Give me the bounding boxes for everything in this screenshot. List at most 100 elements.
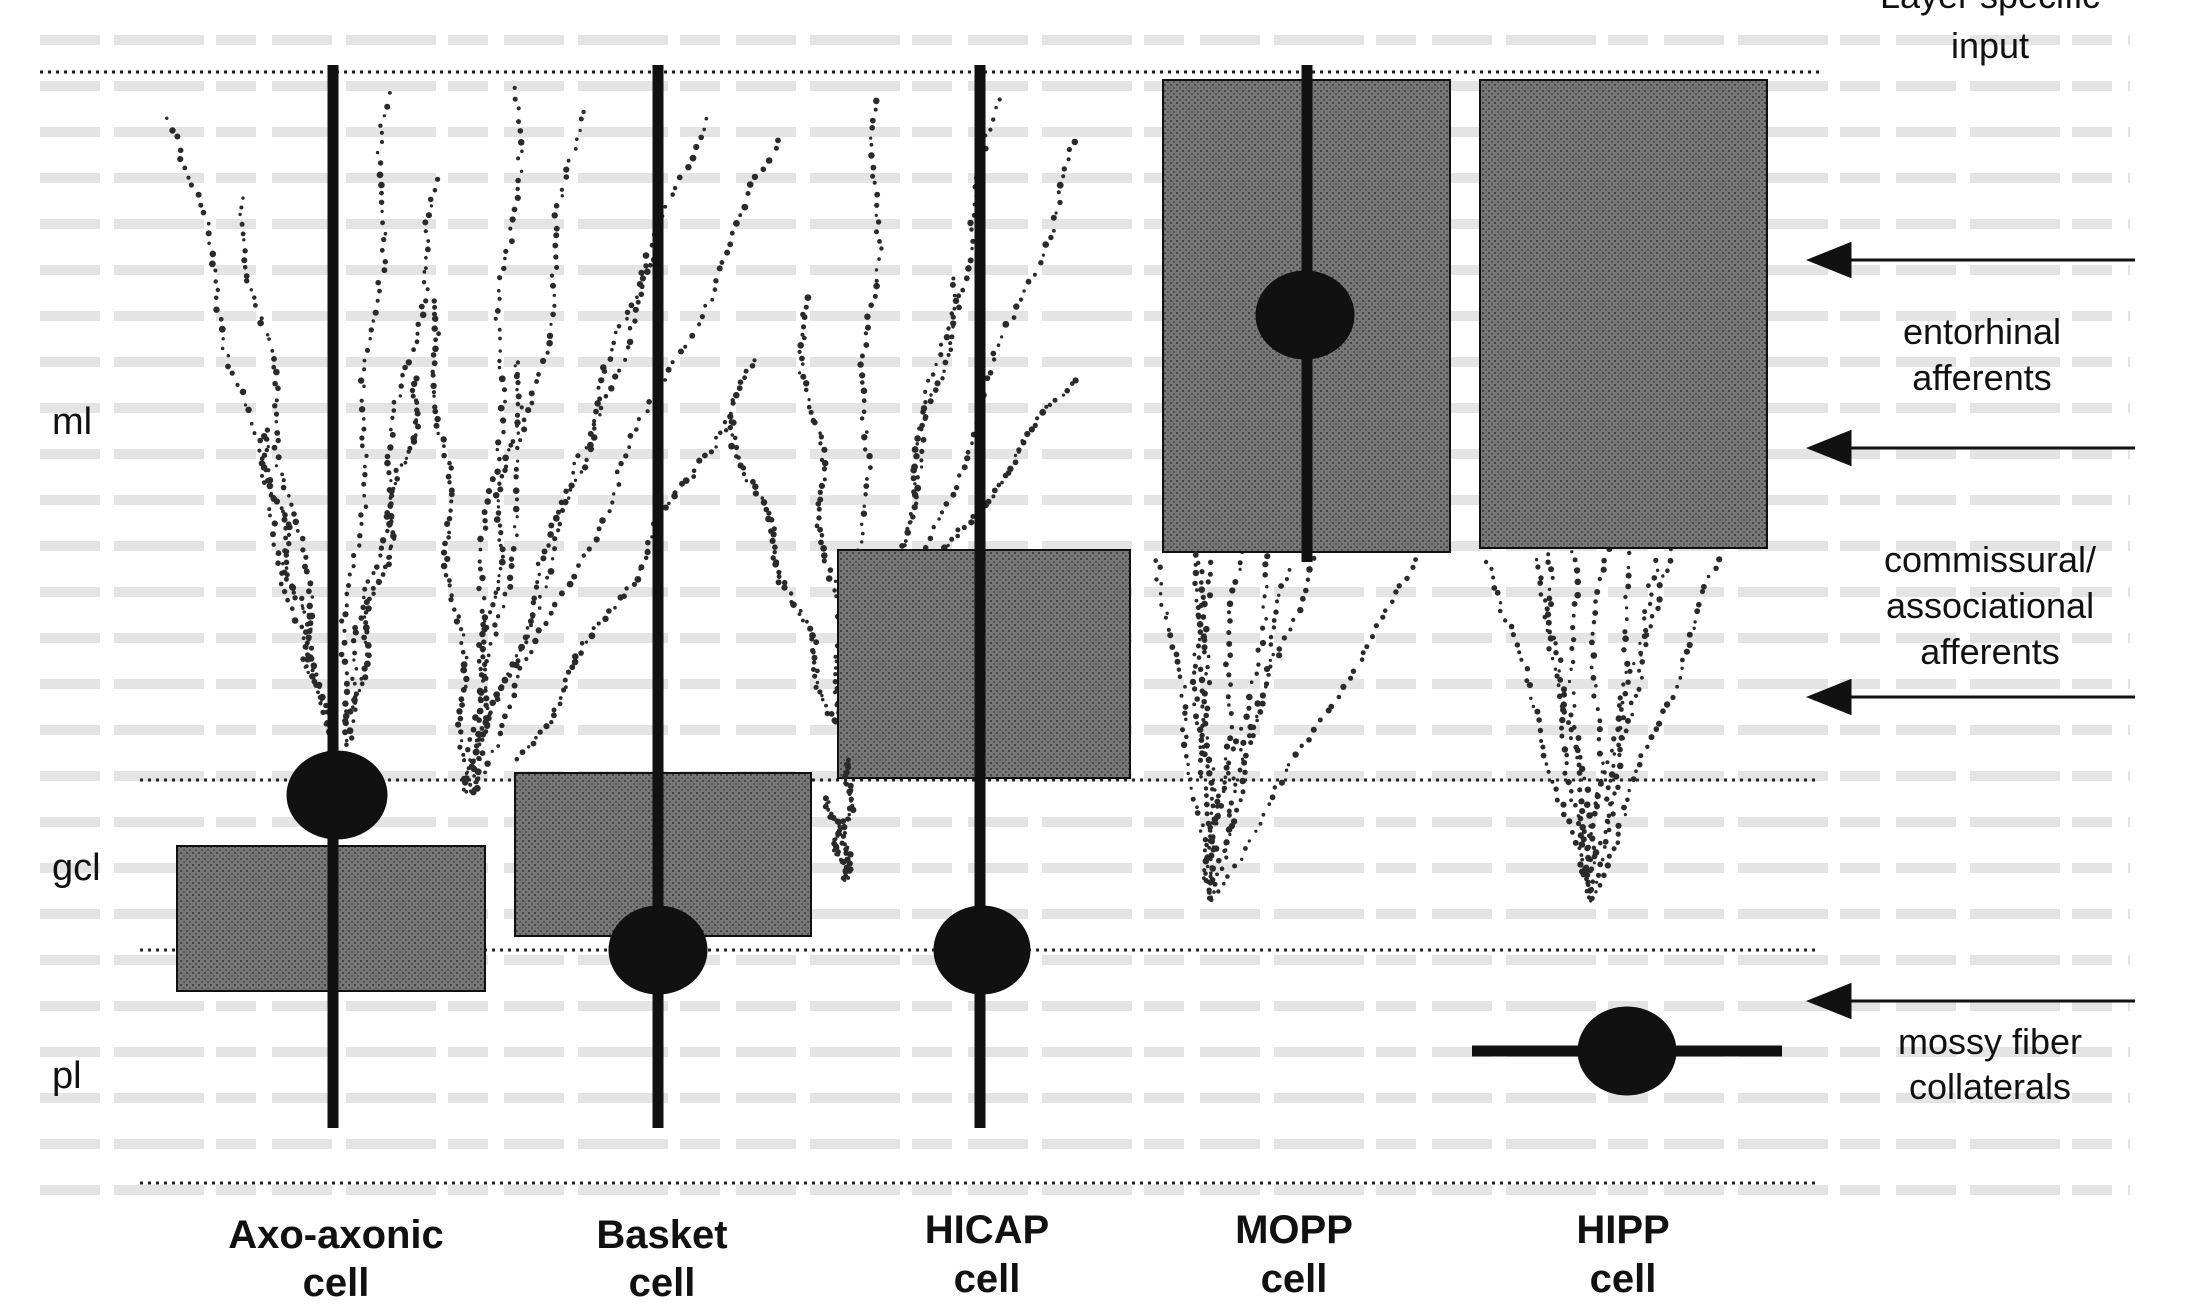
dendrite-spine (425, 246, 431, 253)
cell-label-basket-line2: cell (629, 1261, 696, 1305)
dendrite-spine (260, 473, 264, 478)
dendrite-spine (806, 404, 812, 410)
dendrite-spine (558, 499, 565, 506)
dendrite-spine (498, 336, 502, 341)
dendrite-spine (825, 801, 829, 805)
dendrite-spine (1596, 737, 1602, 742)
dendrite-spine (598, 405, 604, 411)
dendrite-spine (800, 324, 807, 330)
dendrite-spine (760, 496, 765, 500)
dendrite-spine (567, 496, 571, 500)
dendrite-spine (1572, 691, 1576, 695)
dendrite-spine (1199, 775, 1203, 779)
dendrite-spine (271, 364, 277, 370)
dendrite-spine (344, 742, 349, 747)
dendrite-spine (476, 642, 483, 648)
dendrite-spine (632, 306, 639, 313)
dendrite-spine (571, 470, 576, 475)
dendrite-spine (430, 352, 437, 358)
dendrite-spine (478, 672, 485, 678)
dendrite-spine (919, 458, 924, 463)
dendrite-spine (833, 579, 838, 583)
dendrite-spine (352, 694, 358, 700)
dendrite-spine (368, 327, 374, 333)
dendrite-spine (359, 435, 365, 441)
dendrite-spine (482, 518, 488, 524)
dendrite-spine (627, 325, 633, 331)
dendrite-spine (362, 586, 368, 592)
dendrite-spine (304, 640, 310, 646)
dendrite-spine (432, 304, 438, 310)
dendrite-spine (1573, 802, 1578, 808)
dendrite-spine (1226, 812, 1232, 818)
dendrite-spine (1536, 717, 1542, 723)
dendrite-spine (1596, 726, 1603, 733)
dendrite-spine (280, 484, 287, 491)
dendrite-spine (799, 355, 805, 362)
dendrite-spine (863, 492, 868, 497)
dendrite-spine (611, 340, 616, 346)
dendrite-spine (1201, 717, 1206, 722)
dendrite-spine (903, 539, 908, 543)
dendrite-spine (914, 484, 922, 492)
dendrite-spine (1554, 673, 1560, 679)
dendrite-spine (752, 490, 760, 497)
dendrite-spine (1561, 811, 1567, 818)
dendrite-spine (514, 371, 520, 377)
dendrite-spine (1648, 624, 1653, 629)
dendrite-spine (821, 446, 828, 453)
dendrite-spine (1226, 808, 1232, 814)
dendrite-spine (1240, 739, 1247, 746)
dendrite-spine (819, 533, 825, 538)
dendrite-spine (380, 572, 386, 577)
dendrite-spine (737, 379, 744, 386)
dendrite-spine (1072, 377, 1079, 384)
mossy-label-line2: collaterals (1909, 1066, 2071, 1107)
dendrite-spine (501, 604, 506, 609)
dendrite-spine (218, 325, 226, 333)
dendrite-spine (498, 566, 503, 571)
dendrite-spine (349, 735, 355, 741)
dendrite-spine (560, 508, 565, 513)
dendrite-spine (874, 268, 879, 272)
dendrite-spine (1184, 734, 1189, 740)
dendrite-spine (535, 627, 542, 634)
dendrite-spine (547, 568, 555, 575)
dendrite-spine (1580, 872, 1587, 878)
dendrite-spine (1579, 853, 1584, 857)
dendrite-spine (942, 359, 949, 366)
dendrite-spine (1625, 572, 1632, 579)
dendrite-spine (483, 770, 487, 775)
dendrite-spine (1225, 874, 1230, 879)
dendrite-spine (1364, 644, 1370, 650)
dendrite-spine (1250, 733, 1256, 739)
dendrite-spine (1568, 712, 1574, 718)
dendrite-spine (610, 347, 614, 352)
dendrite-spine (498, 685, 505, 692)
dendrite-spine (381, 267, 388, 274)
dendrite-spine (678, 348, 684, 355)
input-labels: Layer specific input entorhinal afferent… (1880, 0, 2100, 1107)
dendrite-spine (1508, 623, 1515, 630)
dendrite-spine (834, 852, 839, 857)
dendrite-spine (364, 642, 372, 649)
dendrite-spine (346, 583, 351, 588)
dendrite-spine (1574, 591, 1581, 599)
dendrite-spine (497, 456, 502, 462)
dendrite-spine (1573, 744, 1579, 751)
dendrite-spine (1226, 630, 1232, 636)
dendrite-spine (1210, 821, 1214, 825)
dendrite-spine (515, 515, 519, 519)
dendrite-spine (495, 447, 499, 452)
dendrite-spine (496, 499, 500, 503)
dendrite-spine (623, 453, 629, 459)
dendrite-spine (281, 516, 288, 523)
dendrite-spine (1569, 667, 1573, 671)
dendrite-spine (342, 712, 350, 720)
dendrite-spine (837, 824, 842, 829)
dendrite-spine (1255, 647, 1261, 653)
axo-axonic-soma (286, 750, 388, 840)
dendrite-spine (1259, 700, 1266, 707)
dendrite-spine (1489, 566, 1494, 572)
dendrite-spine (1618, 725, 1623, 731)
